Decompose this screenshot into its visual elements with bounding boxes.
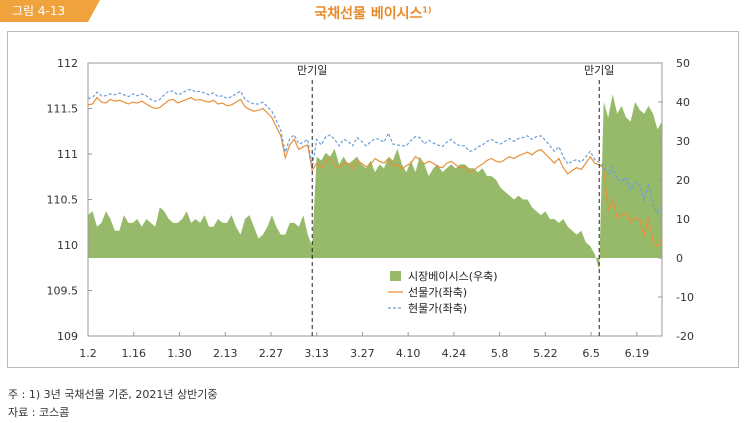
left-axis-tick-label: 111	[57, 148, 78, 161]
x-axis-tick-label: 5.8	[491, 347, 509, 360]
basis-area	[88, 94, 662, 270]
right-axis-tick-label: 30	[676, 135, 690, 148]
futures-price-line	[87, 96, 663, 248]
expiry-label: 만기일	[584, 63, 614, 77]
legend: 시장베이시스(우축) 선물가(좌축) 현물가(좌축)	[388, 270, 498, 315]
x-axis-tick-label: 4.24	[442, 347, 467, 360]
left-axis-tick-label: 110.5	[47, 194, 79, 207]
legend-label: 현물가(좌축)	[408, 302, 467, 315]
x-axis-tick-label: 2.13	[213, 347, 238, 360]
x-axis-tick-label: 1.2	[79, 347, 97, 360]
right-axis-tick-label: -10	[676, 291, 694, 304]
x-axis-tick-label: 6.5	[582, 347, 600, 360]
x-axis-tick-label: 1.16	[121, 347, 146, 360]
right-axis-tick-label: 50	[676, 57, 690, 70]
x-axis-tick-label: 6.19	[625, 347, 650, 360]
right-axis-tick-label: 20	[676, 174, 690, 187]
right-axis-tick-label: -20	[676, 330, 694, 343]
left-axis-tick-label: 109	[57, 330, 78, 343]
basis-area-layer	[88, 94, 662, 270]
x-axis-tick-label: 3.13	[304, 347, 329, 360]
left-axis-tick-label: 111.5	[47, 103, 79, 116]
legend-label: 시장베이시스(우축)	[408, 270, 498, 283]
left-axis-tick-label: 109.5	[47, 285, 79, 298]
footnote: 주 : 1) 3년 국채선물 기준, 2021년 상반기중	[8, 388, 218, 401]
x-axis-tick-label: 4.10	[396, 347, 421, 360]
figure-label-badge: 그림 4-13	[0, 0, 100, 22]
right-axis-tick-label: 0	[676, 252, 683, 265]
left-axis-tick-label: 110	[57, 239, 78, 252]
x-axis-tick-label: 2.27	[259, 347, 284, 360]
x-axis-tick-label: 5.22	[533, 347, 558, 360]
price-lines-layer	[87, 88, 663, 248]
chart-title-footnote-mark: 1)	[422, 5, 432, 15]
right-axis-tick-label: 10	[676, 213, 690, 226]
expiry-markers-layer: 만기일 만기일	[297, 63, 614, 336]
legend-label: 선물가(좌축)	[408, 286, 467, 299]
x-axis-tick-label: 1.30	[167, 347, 192, 360]
left-axis-tick-label: 112	[57, 57, 78, 70]
source-note: 자료 : 코스콤	[8, 406, 70, 419]
spot-price-line	[87, 88, 663, 215]
chart-frame	[7, 31, 739, 368]
x-axis-tick-label: 3.27	[350, 347, 375, 360]
axis-labels-layer: 112 111.5 111 110.5 110 109.5 109 50 40 30 20 10 0 -1…	[47, 57, 694, 360]
legend-basis-swatch	[390, 271, 401, 281]
right-axis-tick-label: 40	[676, 96, 690, 109]
chart-title: 국채선물 베이시스1)	[0, 3, 746, 23]
figure-label: 그림 4-13	[12, 4, 66, 18]
expiry-label: 만기일	[297, 63, 327, 77]
chart-title-text: 국채선물 베이시스	[314, 6, 423, 22]
